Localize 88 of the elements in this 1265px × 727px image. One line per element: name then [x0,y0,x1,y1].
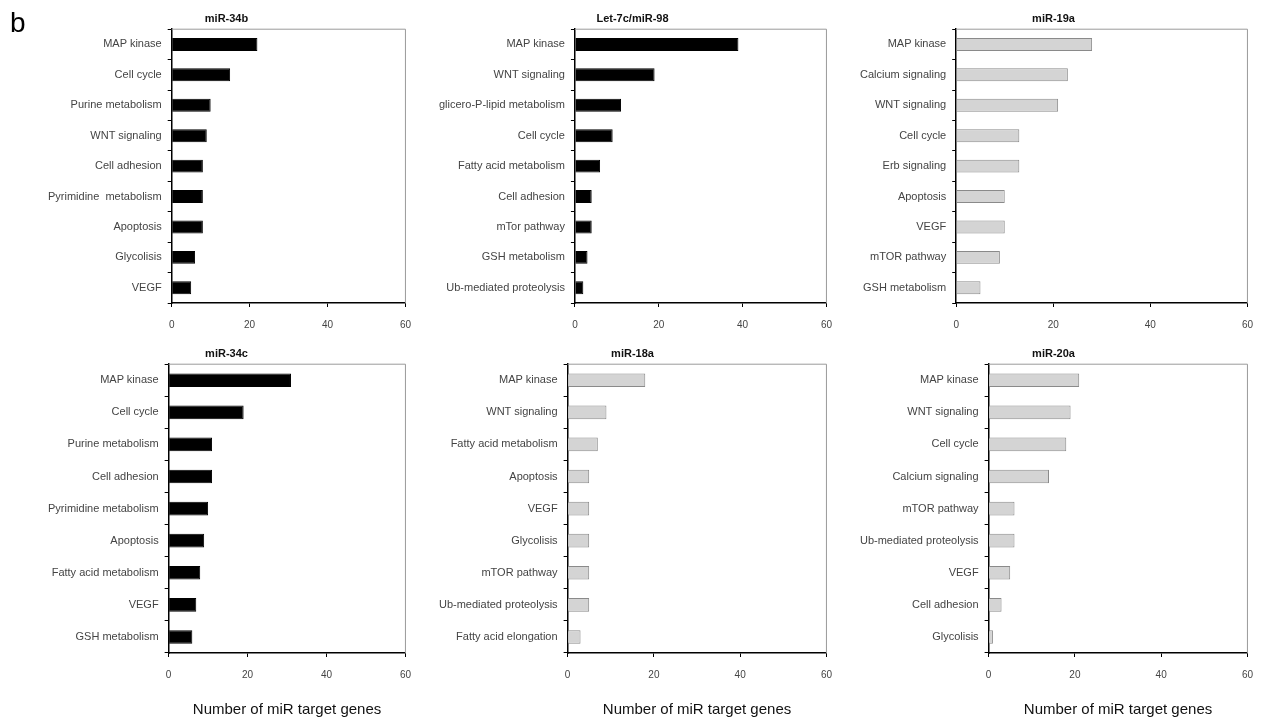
y-tick-label: Cell cycle [111,405,159,418]
y-tick-label: Purine metabolism [67,437,159,450]
x-tick-label: 60 [1241,318,1254,330]
chart-title: miR-34b [204,11,249,24]
y-tick-label: Ub-mediated proteolysis [859,533,980,546]
x-tick-label: 20 [244,318,256,330]
x-axis-title: Number of miR target genes [1023,700,1213,718]
x-tick-label: 40 [737,318,749,330]
y-tick-label: Cell adhesion [498,189,565,202]
y-tick-label: Apoptosis [509,469,559,482]
y-tick-label: WNT signaling [907,405,979,418]
y-tick-label: Fatty acid metabolism [51,565,159,578]
y-tick-label: MAP kinase [499,373,558,386]
y-tick-label: GSH metabolism [863,280,947,293]
x-tick-label: 20 [1069,668,1081,680]
y-tick-label: Cell adhesion [911,597,979,610]
x-tick-label: 20 [1047,318,1060,330]
y-tick-label: VEGF [131,280,162,293]
x-tick-label: 40 [734,668,747,680]
y-tick-label: Glycolisis [115,250,163,263]
y-tick-label: Pyrimidine metabolism [47,501,159,514]
y-tick-label: Fatty acid metabolism [450,437,558,450]
y-tick-label: Apoptosis [110,533,160,546]
y-tick-label: Calcium signaling [892,469,979,482]
y-tick-label: MAP kinase [887,37,947,50]
x-axis-title: Number of miR target genes [602,700,792,718]
y-tick-label: Apoptosis [113,219,163,232]
y-tick-label: MAP kinase [100,373,159,386]
y-tick-label: Purine metabolism [70,98,162,111]
text: b [10,6,26,38]
chart-title: miR-34c [205,346,248,359]
y-tick-label: Cell cycle [899,128,947,141]
y-tick-label: Cell cycle [931,437,979,450]
chart-title: miR-18a [611,346,655,359]
y-tick-label: Glycolisis [932,629,980,642]
x-tick-label: 0 [168,318,175,330]
y-tick-label: WNT signaling [493,67,565,80]
chart-title: miR-19a [1032,11,1076,24]
y-tick-label: mTOR pathway [869,250,947,263]
x-tick-label: 0 [165,668,172,680]
y-tick-label: MAP kinase [506,37,565,50]
y-tick-label: MAP kinase [920,373,979,386]
y-tick-label: Ub-mediated proteolysis [446,280,566,293]
x-tick-label: 0 [564,668,571,680]
y-tick-label: Pyrimidine metabolism [48,189,162,202]
x-tick-label: 0 [953,318,960,330]
y-tick-label: Glycolisis [511,533,559,546]
x-tick-label: 0 [572,318,579,330]
y-tick-label: VEGF [527,501,558,514]
y-tick-label: Cell cycle [114,67,162,80]
y-tick-label: Fatty acid metabolism [457,159,565,172]
y-tick-label: Cell cycle [517,128,565,141]
x-tick-label: 40 [1144,318,1157,330]
x-tick-label: 0 [985,668,992,680]
y-tick-label: Calcium signaling [859,67,947,80]
chart-title: Let-7c/miR-98 [596,11,669,24]
x-tick-label: 60 [399,318,412,330]
y-tick-label: Apoptosis [897,189,947,202]
y-tick-label: Cell adhesion [91,469,159,482]
y-tick-label: mTor pathway [496,219,566,232]
x-tick-label: 60 [1241,668,1254,680]
x-tick-label: 60 [820,318,833,330]
x-tick-label: 40 [321,318,334,330]
y-tick-label: glicero-P-lipid metabolism [438,98,565,111]
y-tick-label: VEGF [128,597,159,610]
y-tick-label: Cell adhesion [95,159,162,172]
x-tick-label: 20 [242,668,254,680]
x-tick-label: 40 [1155,668,1168,680]
x-axis-title: Number of miR target genes [192,700,382,718]
x-tick-label: 20 [648,668,660,680]
x-tick-label: 60 [820,668,833,680]
x-tick-label: 60 [399,668,412,680]
y-tick-label: GSH metabolism [75,629,159,642]
y-tick-label: VEGF [916,219,947,232]
y-tick-label: Erb signaling [882,159,947,172]
y-tick-label: Ub-mediated proteolysis [438,597,559,610]
y-tick-label: MAP kinase [103,37,162,50]
x-tick-label: 40 [320,668,333,680]
y-tick-label: WNT signaling [486,405,558,418]
y-tick-label: mTOR pathway [481,565,559,578]
y-tick-label: mTOR pathway [902,501,980,514]
y-tick-label: GSH metabolism [481,250,565,263]
y-tick-label: WNT signaling [874,98,947,111]
x-tick-label: 20 [653,318,665,330]
y-tick-label: VEGF [948,565,979,578]
chart-title: miR-20a [1032,346,1076,359]
y-tick-label: Fatty acid elongation [456,629,558,642]
y-tick-label: WNT signaling [90,128,162,141]
